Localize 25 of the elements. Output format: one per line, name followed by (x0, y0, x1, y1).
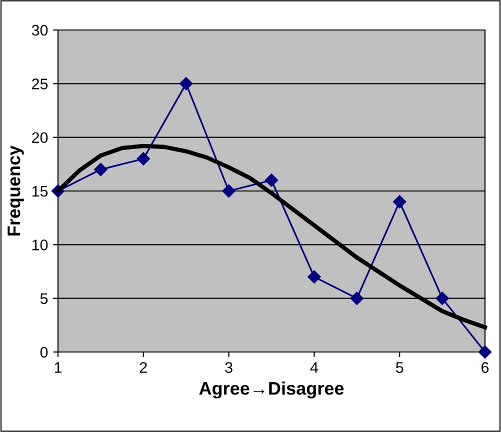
y-tick-label: 20 (32, 132, 48, 144)
y-tick-label: 0 (40, 346, 48, 358)
x-tick-label: 4 (310, 362, 318, 373)
point (436, 292, 449, 305)
x-axis-title: Agree→Disagree (199, 382, 344, 398)
x-tick-label: 2 (140, 362, 147, 373)
y-tick-label: 15 (32, 186, 48, 197)
point (350, 292, 364, 305)
point (308, 270, 321, 284)
x-tick-label: 5 (396, 362, 404, 373)
point (222, 184, 236, 198)
y-tick-label: 5 (40, 293, 48, 304)
y-tick-label: 30 (32, 24, 48, 36)
y-tick-label: 10 (32, 240, 48, 250)
point (393, 195, 406, 208)
point (94, 162, 108, 176)
point (264, 174, 278, 187)
x-tick-label: 1 (54, 362, 62, 373)
point (478, 345, 492, 359)
y-tick-label: 25 (32, 78, 48, 90)
y-axis-title: Frequency (8, 145, 24, 236)
x-tick-label: 6 (482, 362, 489, 373)
x-tick-label: 3 (225, 362, 232, 373)
point (180, 77, 193, 90)
point (136, 152, 150, 166)
